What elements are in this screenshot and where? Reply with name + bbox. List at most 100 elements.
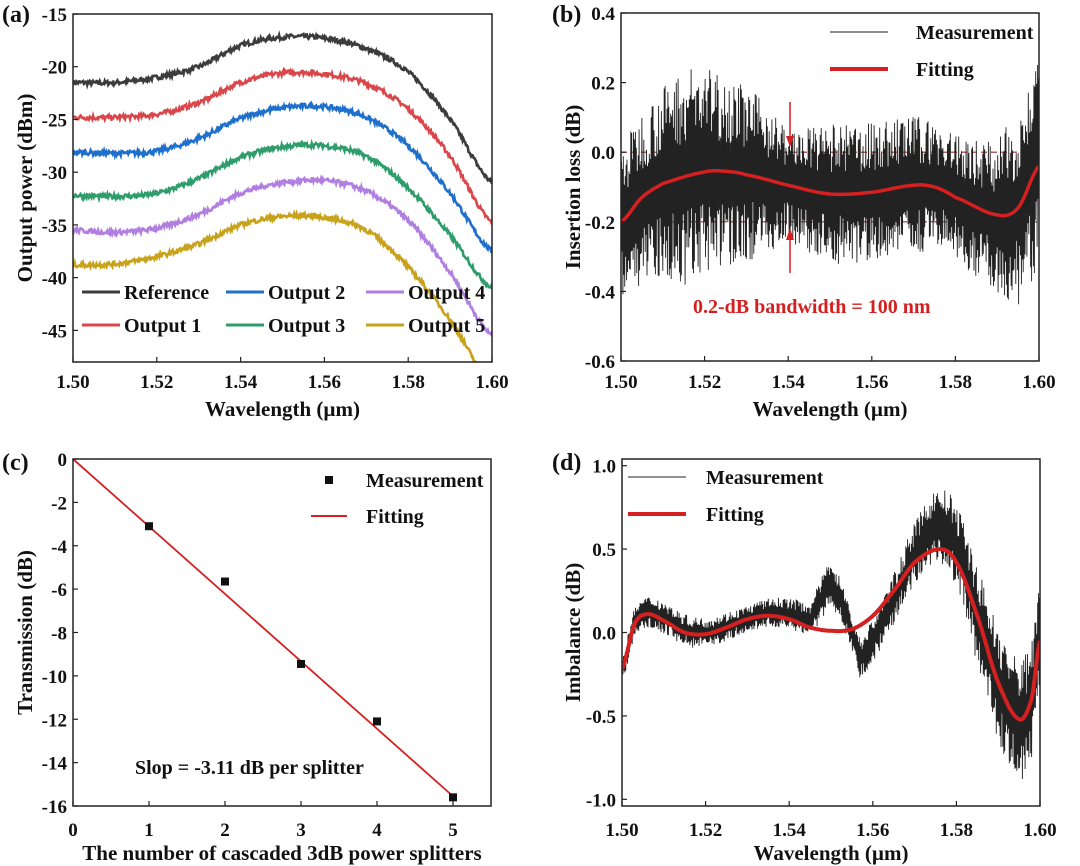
y-axis-title: Output power (dBm) xyxy=(13,94,37,283)
bandwidth-annotation: 0.2-dB bandwidth = 100 nm xyxy=(693,296,931,318)
legend-swatch xyxy=(325,476,333,484)
y-tick-label: -0.6 xyxy=(585,352,615,373)
y-tick-label: -1.0 xyxy=(586,790,616,811)
y-tick-label: -0.4 xyxy=(585,282,616,303)
y-tick-label: 0.2 xyxy=(591,74,615,95)
plot-frame xyxy=(72,458,492,807)
x-tick-label: 1.54 xyxy=(773,820,807,841)
data-point xyxy=(449,793,457,802)
legend-label: Fitting xyxy=(366,506,424,528)
series-line-measurement xyxy=(621,64,1039,305)
x-tick-label: 1.52 xyxy=(689,820,722,841)
y-tick-label: -0.2 xyxy=(585,213,615,234)
y-tick-label: -2 xyxy=(51,493,67,514)
y-tick-label: 0.5 xyxy=(592,540,616,561)
series-line-output-5 xyxy=(73,208,479,362)
panel-b: 1.50 1.52 1.54 1.56 1.58 1.60 0.4 0.2 0.0 -0.2 -0.… xyxy=(552,2,1056,421)
series-line-reference xyxy=(73,30,492,185)
legend-label: Measurement xyxy=(706,467,824,489)
x-tick-label: 1.50 xyxy=(56,372,89,393)
panel-a: 1.50 1.52 1.54 1.56 1.58 1.60 -15 -20 -25 -30 -35 -… xyxy=(2,2,509,421)
data-point xyxy=(221,577,229,586)
legend-label: Fitting xyxy=(706,504,764,526)
y-tick-label: -20 xyxy=(42,58,67,79)
plot-area xyxy=(73,459,457,802)
legend-label: Measurement xyxy=(366,470,484,492)
y-tick-label: -16 xyxy=(42,797,67,818)
slope-annotation: Slop = -3.11 dB per splitter xyxy=(135,757,364,779)
x-tick-label: 5 xyxy=(448,820,458,841)
legend-label: Output 3 xyxy=(268,315,345,337)
x-tick-label: 1.60 xyxy=(1022,372,1055,393)
x-tick-label: 1.52 xyxy=(688,372,721,393)
x-tick-label: 1.56 xyxy=(856,820,889,841)
y-tick-label: -14 xyxy=(42,754,68,775)
panel-label: (c) xyxy=(2,450,29,476)
legend-label: Reference xyxy=(124,282,209,304)
y-tick-label: -12 xyxy=(42,710,67,731)
series-line-measurement xyxy=(622,490,1040,780)
x-tick-label: 4 xyxy=(372,820,382,841)
y-tick-label: -8 xyxy=(51,624,67,645)
legend-label: Fitting xyxy=(916,59,974,81)
arrow-up-head xyxy=(786,228,794,240)
y-tick-label: -25 xyxy=(42,110,67,131)
legend-label: Measurement xyxy=(916,22,1034,44)
x-tick-label: 2 xyxy=(220,820,230,841)
series-line-fitting xyxy=(622,547,1040,722)
series-line-fitting xyxy=(621,164,1039,224)
x-axis-title: Wavelength (µm) xyxy=(205,397,360,421)
y-tick-label: -10 xyxy=(42,667,67,688)
x-tick-label: 1.50 xyxy=(604,372,637,393)
series-line-output-3 xyxy=(73,138,492,290)
x-tick-label: 1.58 xyxy=(940,820,973,841)
y-tick-label: -45 xyxy=(42,321,67,342)
y-tick-label: 0.0 xyxy=(592,624,616,645)
plot-area xyxy=(622,490,1040,780)
x-tick-label: 1.60 xyxy=(1023,820,1056,841)
data-point xyxy=(373,717,381,726)
y-tick-label: 1.0 xyxy=(592,457,616,478)
y-tick-label: -40 xyxy=(42,269,67,290)
arrow-down-head xyxy=(786,136,794,147)
plot-area xyxy=(73,30,492,362)
series-line-output-4 xyxy=(73,174,492,337)
series-line-output-2 xyxy=(73,100,492,254)
x-axis-title: Wavelength (µm) xyxy=(754,841,909,865)
fit-line xyxy=(73,459,454,797)
y-tick-label: -35 xyxy=(42,216,67,237)
series-line-output-1 xyxy=(73,66,492,225)
legend-label: Output 2 xyxy=(268,282,345,304)
x-tick-label: 1.56 xyxy=(308,372,341,393)
y-tick-label: -15 xyxy=(42,5,67,26)
legend-label: Output 4 xyxy=(408,282,485,304)
x-axis-title: Wavelength (µm) xyxy=(753,397,908,421)
y-axis-title: Transmission (dB) xyxy=(13,550,37,715)
panel-c: 0 1 2 3 4 5 0 -2 -4 -6 -8 -10 -12 -14 -16 The number of… xyxy=(2,450,492,865)
panel-d: 1.50 1.52 1.54 1.56 1.58 1.60 1.0 0.5 0.0 -0.5 -1.… xyxy=(552,450,1057,865)
panel-label: (d) xyxy=(552,450,581,476)
plot-frame xyxy=(72,13,493,363)
data-point xyxy=(297,659,305,668)
y-tick-label: 0.4 xyxy=(591,4,615,25)
x-axis-title: The number of cascaded 3dB power splitte… xyxy=(82,841,481,865)
plot-frame xyxy=(621,458,1041,807)
panel-label: (b) xyxy=(552,2,581,28)
x-tick-label: 1.54 xyxy=(772,372,806,393)
y-tick-label: 0 xyxy=(58,450,68,471)
x-tick-label: 1.56 xyxy=(855,372,888,393)
x-tick-label: 1.54 xyxy=(224,372,258,393)
y-axis-title: Insertion loss (dB) xyxy=(561,105,585,270)
x-tick-label: 1 xyxy=(144,820,154,841)
panel-label: (a) xyxy=(2,2,30,28)
x-tick-label: 3 xyxy=(296,820,306,841)
legend-label: Output 1 xyxy=(124,315,201,337)
plot-area xyxy=(621,64,1039,305)
y-tick-label: -30 xyxy=(42,163,67,184)
legend-label: Output 5 xyxy=(408,315,485,337)
x-tick-label: 1.58 xyxy=(392,372,425,393)
x-tick-label: 0 xyxy=(68,820,78,841)
plot-frame xyxy=(620,12,1040,362)
x-tick-label: 1.52 xyxy=(140,372,173,393)
